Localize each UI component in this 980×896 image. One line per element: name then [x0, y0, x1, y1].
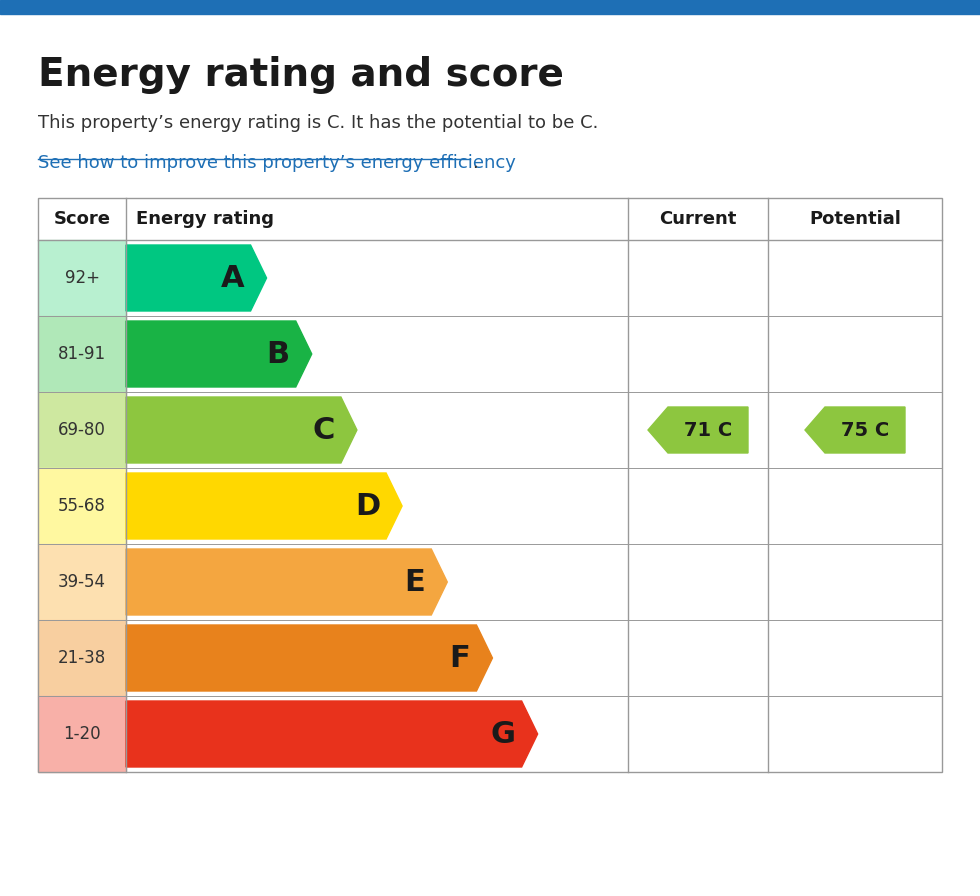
Text: A: A — [220, 263, 245, 292]
Text: 1-20: 1-20 — [63, 725, 101, 743]
Text: G: G — [491, 719, 515, 748]
Text: D: D — [355, 492, 380, 521]
Text: E: E — [405, 567, 425, 597]
Polygon shape — [648, 407, 748, 453]
Text: Score: Score — [54, 210, 111, 228]
Bar — [0, 0, 980, 14]
Text: F: F — [450, 643, 470, 673]
Text: .: . — [472, 154, 478, 172]
Bar — [38, 696, 126, 772]
Polygon shape — [126, 245, 267, 311]
Text: 55-68: 55-68 — [58, 497, 106, 515]
Bar — [38, 316, 126, 392]
Bar — [38, 240, 126, 316]
Text: Energy rating and score: Energy rating and score — [38, 56, 564, 94]
Bar — [38, 544, 126, 620]
Polygon shape — [126, 549, 447, 615]
Polygon shape — [126, 397, 357, 463]
Bar — [38, 620, 126, 696]
Text: Current: Current — [660, 210, 737, 228]
Polygon shape — [126, 321, 312, 387]
Text: Potential: Potential — [809, 210, 901, 228]
Text: This property’s energy rating is C. It has the potential to be C.: This property’s energy rating is C. It h… — [38, 114, 599, 132]
Text: 81-91: 81-91 — [58, 345, 106, 363]
Text: Energy rating: Energy rating — [136, 210, 274, 228]
Text: B: B — [267, 340, 290, 368]
Bar — [38, 468, 126, 544]
Polygon shape — [805, 407, 905, 453]
Text: See how to improve this property’s energy efficiency: See how to improve this property’s energ… — [38, 154, 515, 172]
Text: 69-80: 69-80 — [58, 421, 106, 439]
Bar — [38, 198, 942, 772]
Polygon shape — [126, 473, 402, 539]
Bar — [38, 392, 126, 468]
Text: 75 C: 75 C — [841, 420, 889, 440]
Text: 21-38: 21-38 — [58, 649, 106, 667]
Text: 71 C: 71 C — [684, 420, 732, 440]
Polygon shape — [126, 701, 538, 767]
Text: C: C — [313, 416, 335, 444]
Text: 39-54: 39-54 — [58, 573, 106, 591]
Text: 92+: 92+ — [65, 269, 100, 287]
Polygon shape — [126, 625, 493, 691]
